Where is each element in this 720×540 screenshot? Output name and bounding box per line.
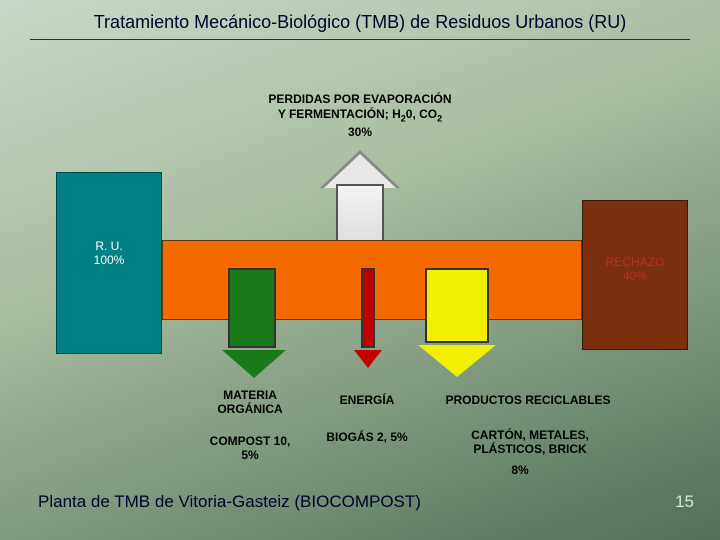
energia-label: ENERGÍA [322, 393, 412, 407]
evap-line1: PERDIDAS POR EVAPORACIÓN [268, 92, 451, 106]
evaporation-label: PERDIDAS POR EVAPORACIÓN Y FERMENTACIÓN;… [245, 92, 475, 140]
materia-arrow-shaft [228, 268, 276, 348]
input-block: R. U. 100% [56, 172, 162, 354]
materia-label: MATERIA ORGÁNICA [200, 388, 300, 416]
reciclables-arrow-shaft [425, 268, 489, 343]
energia-arrow-shaft [361, 268, 375, 348]
page-number: 15 [675, 492, 694, 512]
rechazo-line1: RECHAZO [606, 255, 665, 269]
evap-line2a: Y FERMENTACIÓN; H [278, 107, 401, 121]
input-line2: 100% [94, 253, 125, 267]
footer-caption: Planta de TMB de Vitoria-Gasteiz (BIOCOM… [38, 492, 421, 512]
reciclables-pct-label: 8% [490, 463, 550, 477]
title-divider [30, 39, 690, 40]
compost-label: COMPOST 10, 5% [200, 434, 300, 462]
slide-content: Tratamiento Mecánico-Biológico (TMB) de … [0, 0, 720, 540]
materia-arrow-head [222, 350, 286, 378]
rechazo-block: RECHAZO 40% [582, 200, 688, 350]
rechazo-line2: 40% [623, 269, 647, 283]
input-line1: R. U. [95, 239, 122, 253]
carton-label: CARTÓN, METALES, PLÁSTICOS, BRICK [440, 428, 620, 456]
reciclables-arrow-head [418, 345, 496, 377]
evap-pct: 30% [348, 125, 372, 139]
energia-arrow-head [354, 350, 382, 368]
slide-title: Tratamiento Mecánico-Biológico (TMB) de … [0, 0, 720, 39]
biogas-label: BIOGÁS 2, 5% [322, 430, 412, 444]
evap-sub2: 2 [437, 113, 442, 123]
arrow-up-head [324, 154, 396, 188]
evaporation-arrow-up [320, 150, 400, 250]
evap-line2b: 0, CO [406, 107, 437, 121]
reciclables-label: PRODUCTOS RECICLABLES [418, 393, 638, 407]
